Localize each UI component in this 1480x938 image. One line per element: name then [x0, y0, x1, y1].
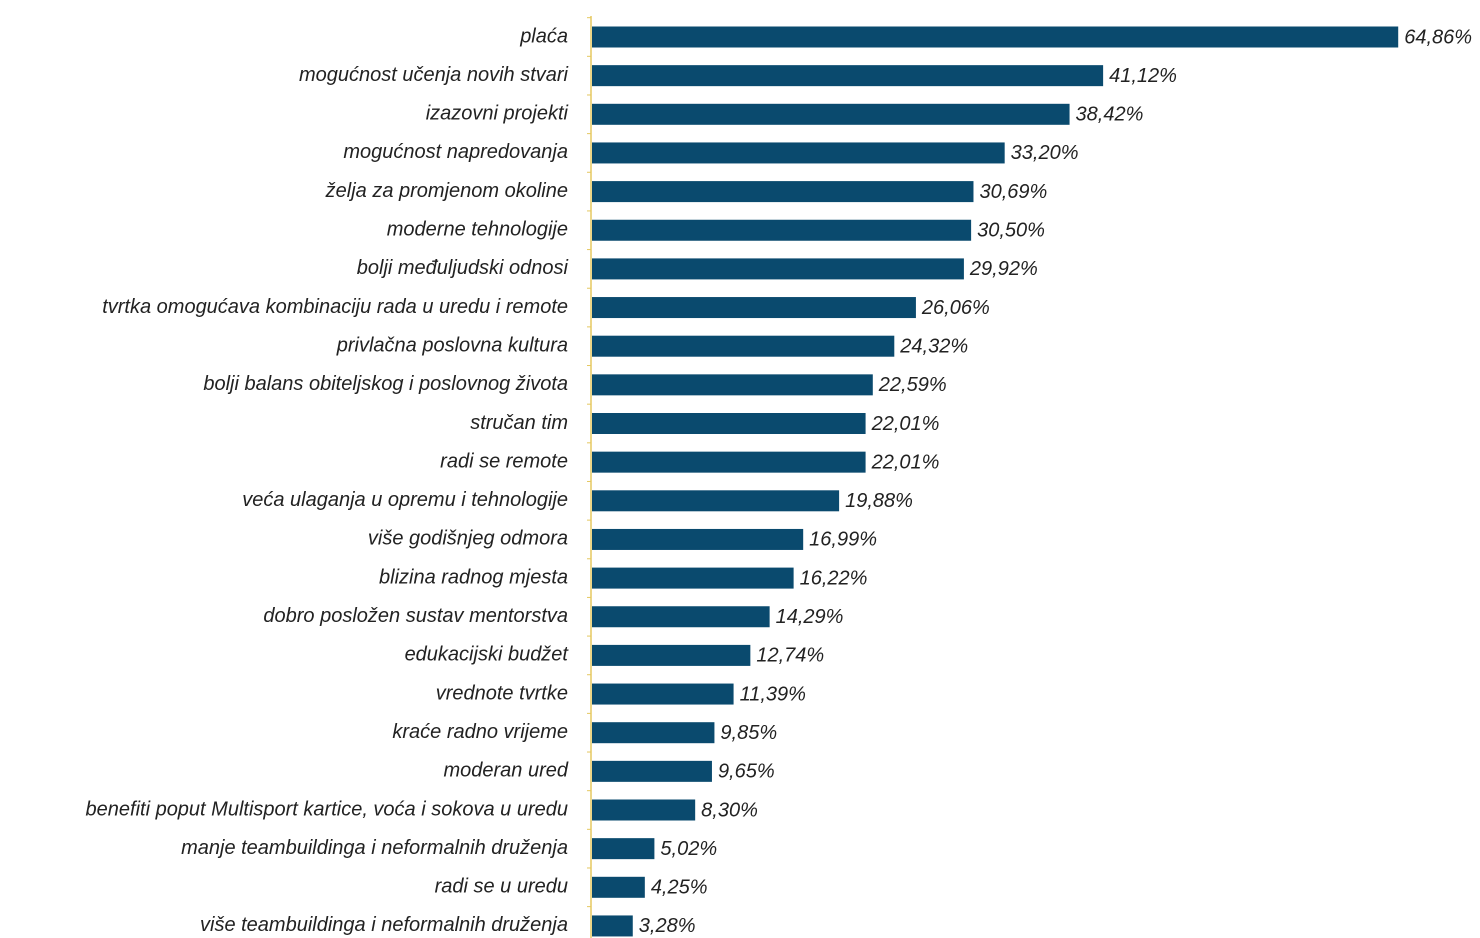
- value-label: 30,50%: [977, 220, 1045, 242]
- value-label: 3,28%: [639, 915, 696, 937]
- bar: [592, 760, 712, 782]
- value-label: 22,59%: [878, 374, 947, 396]
- value-label: 64,86%: [1404, 26, 1472, 48]
- value-label: 33,20%: [1011, 142, 1079, 164]
- bar: [592, 103, 1070, 125]
- category-label: radi se u uredu: [435, 876, 568, 898]
- category-label: blizina radnog mjesta: [379, 566, 568, 588]
- value-label: 19,88%: [845, 490, 913, 512]
- category-label: izazovni projekti: [426, 103, 569, 125]
- bar: [592, 451, 866, 473]
- category-label: želja za promjenom okoline: [325, 180, 568, 202]
- bar: [592, 374, 873, 396]
- bar: [592, 567, 794, 589]
- value-label: 9,85%: [720, 722, 777, 744]
- category-label: vrednote tvrtke: [436, 682, 568, 704]
- category-label: dobro posložen sustav mentorstva: [263, 605, 568, 627]
- category-label: manje teambuildinga i neformalnih družen…: [181, 837, 568, 859]
- bar: [592, 335, 895, 357]
- category-label: više teambuildinga i neformalnih druženj…: [200, 914, 568, 936]
- bar: [592, 528, 804, 550]
- bar: [592, 65, 1104, 87]
- bar: [592, 181, 974, 203]
- bar: [592, 258, 964, 280]
- bar: [592, 799, 696, 821]
- value-label: 4,25%: [651, 877, 708, 899]
- category-label: radi se remote: [440, 450, 568, 472]
- category-label: mogućnost napredovanja: [343, 141, 568, 163]
- category-label: kraće radno vrijeme: [392, 721, 568, 743]
- bar: [592, 142, 1005, 164]
- value-label: 24,32%: [899, 335, 968, 357]
- value-label: 22,01%: [871, 451, 940, 473]
- bar: [592, 490, 840, 512]
- bar: [592, 683, 734, 705]
- category-label: privlačna poslovna kultura: [336, 334, 568, 356]
- category-label: veća ulaganja u opremu i tehnologije: [242, 489, 568, 511]
- value-label: 14,29%: [776, 606, 844, 628]
- category-label: bolji međuljudski odnosi: [357, 257, 569, 279]
- value-label: 8,30%: [701, 799, 758, 821]
- value-label: 26,06%: [921, 297, 990, 319]
- category-label: stručan tim: [470, 412, 568, 434]
- bar: [592, 413, 866, 434]
- category-label: moderan ured: [443, 760, 568, 782]
- value-label: 9,65%: [718, 761, 775, 783]
- bar: [592, 876, 645, 898]
- category-label: tvrtka omogućava kombinaciju rada u ured…: [102, 296, 568, 318]
- value-label: 5,02%: [660, 838, 717, 860]
- category-label: edukacijski budžet: [405, 644, 570, 666]
- value-label: 11,39%: [740, 683, 806, 705]
- value-label: 12,74%: [756, 645, 824, 667]
- bar: [592, 838, 655, 860]
- bar: [592, 722, 715, 744]
- category-label: benefiti poput Multisport kartice, voća …: [86, 798, 568, 820]
- bar: [592, 297, 916, 319]
- category-label: moderne tehnologije: [387, 219, 568, 241]
- value-label: 38,42%: [1076, 104, 1144, 126]
- value-label: 41,12%: [1109, 65, 1177, 87]
- value-label: 30,69%: [979, 181, 1047, 203]
- bar: [592, 644, 751, 666]
- category-label: plaća: [519, 25, 568, 47]
- category-label: mogućnost učenja novih stvari: [299, 64, 569, 86]
- bar: [592, 219, 972, 241]
- bar: [592, 915, 633, 937]
- bar: [592, 606, 770, 628]
- value-label: 16,99%: [809, 529, 877, 551]
- value-label: 22,01%: [871, 413, 940, 435]
- category-label: više godišnjeg odmora: [368, 528, 568, 550]
- category-label: bolji balans obiteljskog i poslovnog živ…: [203, 373, 568, 395]
- value-label: 16,22%: [800, 567, 868, 589]
- bar: [592, 26, 1399, 48]
- value-label: 29,92%: [969, 258, 1038, 280]
